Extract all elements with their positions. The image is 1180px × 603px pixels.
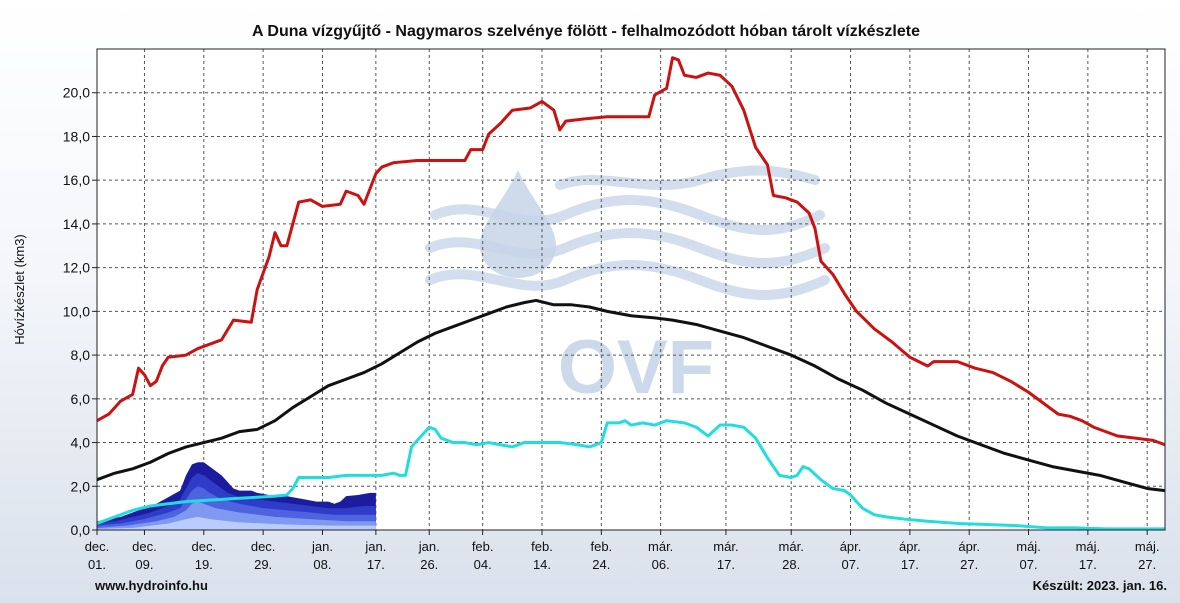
season-area-3 xyxy=(97,501,376,530)
watermark-text: OVF xyxy=(558,325,714,410)
x-tick-month-10: már. xyxy=(648,539,673,554)
plot-area xyxy=(97,49,1165,530)
x-tick-day-0: 01. xyxy=(88,557,106,572)
current-season-areas xyxy=(97,462,376,530)
x-tick-day-15: 27. xyxy=(960,557,978,572)
plot-border xyxy=(96,48,1166,531)
x-tick-day-10: 06. xyxy=(652,557,670,572)
x-tick-day-5: 17. xyxy=(367,557,385,572)
x-tick-day-12: 28. xyxy=(782,557,800,572)
season-area-4 xyxy=(97,516,376,530)
x-tick-day-18: 27. xyxy=(1138,557,1156,572)
x-tick-month-12: már. xyxy=(779,539,804,554)
x-tick-day-17: 17. xyxy=(1079,557,1097,572)
x-tick-month-1: dec. xyxy=(132,539,157,554)
created-date: Készült: 2023. jan. 16. xyxy=(1033,578,1167,593)
series-lines xyxy=(96,56,1166,531)
x-tick-month-17: máj. xyxy=(1076,539,1101,554)
watermark-wave-1 xyxy=(425,228,830,268)
y-tick-label-6: 12,0 xyxy=(63,260,90,276)
series-line-maximum xyxy=(96,56,1166,447)
x-tick-month-18: máj. xyxy=(1135,539,1160,554)
x-tick-day-6: 26. xyxy=(420,557,438,572)
x-tick-month-15: ápr. xyxy=(958,539,980,554)
x-tick-month-3: dec. xyxy=(251,539,276,554)
y-tick-label-9: 18,0 xyxy=(63,128,90,144)
y-tick-label-3: 6,0 xyxy=(71,391,91,407)
x-tick-day-8: 14. xyxy=(533,557,551,572)
x-tick-month-4: jan. xyxy=(311,539,333,554)
x-tick-month-11: már. xyxy=(713,539,738,554)
series-line-average xyxy=(96,298,1166,493)
y-tick-label-10: 20,0 xyxy=(63,85,90,101)
y-tick-label-5: 10,0 xyxy=(63,303,90,319)
y-tick-label-2: 4,0 xyxy=(71,435,91,451)
y-tick-label-8: 16,0 xyxy=(63,172,90,188)
x-tick-month-2: dec. xyxy=(192,539,217,554)
y-tick-label-7: 14,0 xyxy=(63,216,90,232)
x-tick-month-0: dec. xyxy=(85,539,110,554)
y-tick-label-4: 8,0 xyxy=(71,347,91,363)
series-line-minimum xyxy=(96,419,1165,531)
x-tick-day-14: 17. xyxy=(901,557,919,572)
watermark-wave-0 xyxy=(430,195,825,235)
x-tick-day-16: 07. xyxy=(1019,557,1037,572)
x-tick-month-8: feb. xyxy=(531,539,553,554)
x-tick-day-9: 24. xyxy=(592,557,610,572)
x-tick-day-7: 04. xyxy=(474,557,492,572)
x-tick-day-3: 29. xyxy=(254,557,272,572)
x-tick-month-6: jan. xyxy=(418,539,440,554)
x-tick-month-7: feb. xyxy=(472,539,494,554)
x-tick-day-1: 09. xyxy=(135,557,153,572)
x-tick-month-14: ápr. xyxy=(899,539,921,554)
x-tick-day-4: 08. xyxy=(313,557,331,572)
y-tick-label-1: 2,0 xyxy=(71,478,91,494)
chart-title: A Duna vízgyűjtő - Nagymaros szelvénye f… xyxy=(252,23,920,40)
y-axis-ticks: 0,0 2,0 4,0 6,0 8,0 10,0 12,0 14,0 16,0 18,0 20,0 xyxy=(63,85,97,538)
x-tick-month-9: feb. xyxy=(590,539,612,554)
watermark-wave-2 xyxy=(425,260,830,300)
x-tick-month-13: ápr. xyxy=(840,539,862,554)
x-tick-day-13: 07. xyxy=(841,557,859,572)
x-tick-month-16: máj. xyxy=(1016,539,1041,554)
y-axis-label: Hóvízkészlet (km3) xyxy=(12,234,27,345)
plot-frame xyxy=(96,48,1166,531)
source-link[interactable]: www.hydroinfo.hu xyxy=(94,578,208,593)
x-tick-day-11: 17. xyxy=(717,557,735,572)
grid-lines xyxy=(97,49,1165,530)
y-tick-label-0: 0,0 xyxy=(71,522,91,538)
plot-background xyxy=(97,49,1165,530)
x-axis-ticks: dec. 01. dec. 09. dec. 19. dec. 29. jan. 08. jan. 1… xyxy=(85,530,1160,572)
x-tick-day-2: 19. xyxy=(195,557,213,572)
x-tick-month-5: jan. xyxy=(364,539,386,554)
